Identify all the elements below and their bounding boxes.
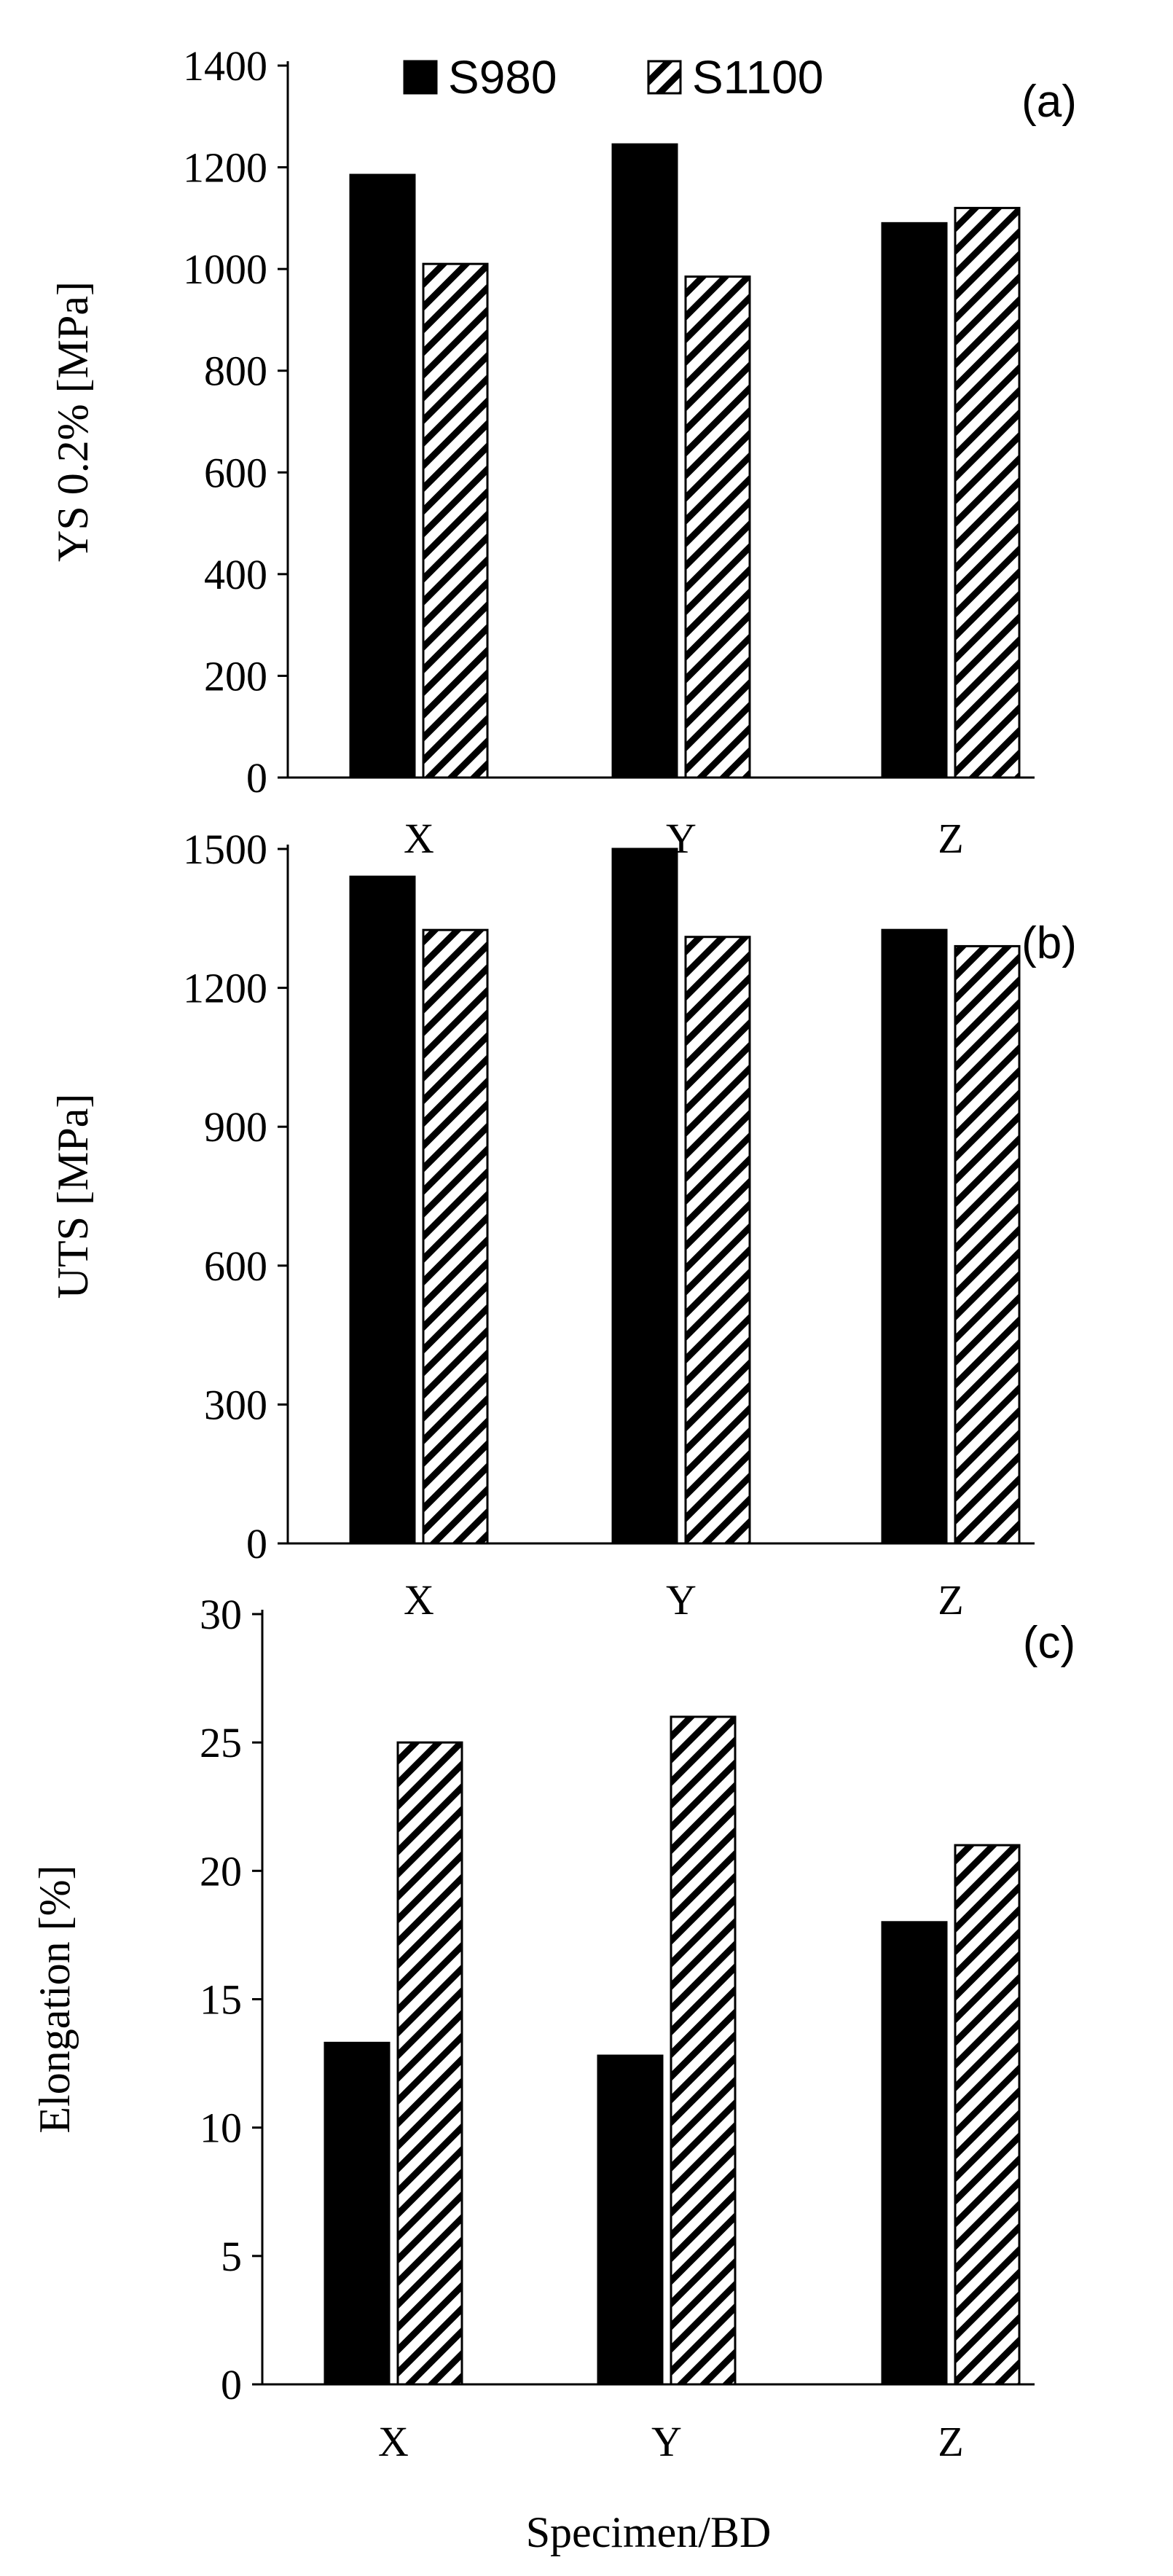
x-axis-title: Specimen/BD (526, 2508, 772, 2556)
x-category-label: X (404, 815, 434, 862)
y-tick-label: 0 (246, 754, 267, 802)
chart-panel-c: 0 5 10 15 20 25 30 X Y Z Elongation [%] (c) Specimen… (31, 1591, 1075, 2556)
chart-panel-b: 0 300 600 900 1200 1500 X Y Z UTS [MPa] (b) (49, 826, 1077, 1624)
y-tick-label: 0 (221, 2361, 242, 2408)
bar-s980-x (323, 2041, 391, 2386)
y-tick-label: 0 (246, 1520, 267, 1567)
y-axis-title: Elongation [%] (31, 1865, 79, 2133)
y-tick-label: 1200 (183, 144, 267, 192)
bar-s980-z (881, 928, 948, 1545)
bar-s1100-y (684, 275, 751, 779)
y-tick-label: 900 (204, 1103, 267, 1151)
y-tick-label: 20 (200, 1847, 242, 1895)
bar-s1100-z (954, 206, 1021, 779)
bar-s980-y (611, 847, 678, 1545)
bar-s1100-z (954, 944, 1021, 1545)
y-tick-label: 10 (200, 2105, 242, 2152)
bar-s1100-y (670, 1715, 737, 2386)
x-category-label: Z (938, 2418, 963, 2465)
bar-s1100-z (954, 1844, 1021, 2386)
bar-s980-y (611, 143, 678, 779)
y-tick-label: 1000 (183, 246, 267, 293)
panel-label: (c) (1023, 1618, 1075, 1668)
bar-s1100-x (422, 928, 489, 1545)
bar-s1100-y (684, 936, 751, 1545)
bar-s1100-x (422, 262, 489, 779)
x-category-label: Y (651, 2418, 682, 2465)
y-tick-label: 800 (204, 348, 267, 395)
bar-s980-z (881, 222, 948, 779)
y-tick-label: 15 (200, 1976, 242, 2024)
y-tick-label: 200 (204, 652, 267, 700)
y-tick-label: 400 (204, 551, 267, 598)
legend-swatch-s980 (403, 60, 438, 95)
y-tick-label: 600 (204, 1242, 267, 1290)
bar-s980-x (349, 173, 416, 779)
y-tick-label: 30 (200, 1591, 242, 1638)
x-category-label: X (378, 2418, 409, 2465)
legend: S980 S1100 (403, 51, 823, 103)
y-axis-title: YS 0.2% [MPa] (49, 281, 97, 562)
legend-swatch-s1100 (647, 60, 682, 95)
x-category-label: Z (938, 815, 963, 862)
y-tick-label: 1400 (183, 42, 267, 90)
x-category-label: Z (938, 1576, 963, 1624)
x-category-label: X (404, 1576, 434, 1624)
y-tick-label: 300 (204, 1381, 267, 1428)
bar-s980-x (349, 875, 416, 1545)
legend-label-s1100: S1100 (692, 51, 823, 103)
bar-s1100-x (396, 1741, 463, 2386)
bar-s980-y (597, 2054, 664, 2386)
y-axis-title: UTS [MPa] (49, 1094, 97, 1299)
legend-label-s980: S980 (448, 51, 557, 103)
y-tick-label: 25 (200, 1719, 242, 1766)
y-tick-label: 1500 (183, 826, 267, 873)
y-tick-label: 5 (221, 2233, 242, 2280)
panel-label: (a) (1021, 77, 1077, 127)
panel-label: (b) (1021, 918, 1077, 968)
bar-s980-z (881, 1921, 948, 2386)
x-category-label: Y (666, 1576, 697, 1624)
y-tick-label: 1200 (183, 965, 267, 1012)
y-tick-label: 600 (204, 449, 267, 496)
